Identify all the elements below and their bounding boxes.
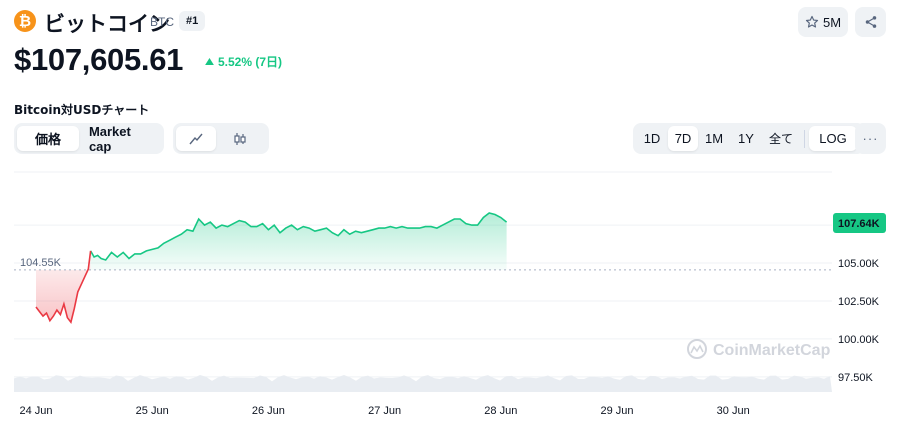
volume-area: [14, 375, 832, 392]
watchlist-button[interactable]: 5M: [798, 7, 848, 37]
x-tick-label: 28 Jun: [484, 405, 517, 417]
chart-type-tabs: 価格 Market cap: [14, 123, 164, 154]
price-change: 5.52% (7日): [205, 53, 282, 70]
price-area-down: [36, 250, 91, 323]
star-icon: [805, 15, 819, 28]
tab-7d[interactable]: 7D: [668, 126, 698, 151]
line-chart-icon: [189, 133, 203, 144]
tab-all[interactable]: 全て: [768, 132, 793, 146]
time-range-tabs: 1D 7D 1M 1Y 全て LOG: [633, 123, 865, 154]
coin-symbol: BTC: [150, 15, 174, 29]
more-options-button[interactable]: ···: [855, 123, 886, 154]
y-tick-label: 100.00K: [838, 334, 880, 346]
y-tick-label: 105.00K: [838, 258, 880, 270]
tab-market-cap[interactable]: Market cap: [88, 123, 131, 154]
tab-log[interactable]: LOG: [809, 126, 857, 151]
bitcoin-logo-icon: ₿: [14, 10, 36, 32]
candlestick-icon: [234, 132, 246, 145]
watchlist-count: 5M: [822, 14, 842, 30]
price-change-value: 5.52% (7日): [218, 55, 283, 69]
current-price-label: 107.64K: [838, 218, 880, 230]
watermark-text: CoinMarketCap: [713, 342, 831, 359]
price-chart[interactable]: 97.50K 100.00K 102.50K 105.00K 107.64K 104.55…: [0, 160, 900, 426]
tab-divider: [804, 129, 805, 148]
x-tick-label: 24 Jun: [19, 405, 52, 417]
chart-style-tabs: [173, 123, 269, 154]
tab-price[interactable]: 価格: [17, 126, 79, 151]
chart-title: Bitcoin対USDチャート: [14, 103, 150, 117]
tab-1m[interactable]: 1M: [704, 131, 724, 146]
coinmarketcap-watermark: CoinMarketCap: [687, 339, 831, 359]
price-area-up: [90, 213, 507, 270]
share-button[interactable]: [855, 7, 886, 37]
current-price-badge: [833, 212, 886, 233]
baseline-label: 104.55K: [20, 257, 62, 269]
share-icon: [865, 16, 876, 28]
coin-name: ビットコイン: [44, 12, 170, 36]
volume-band: [14, 375, 832, 392]
tab-1y[interactable]: 1Y: [738, 131, 754, 146]
tab-candlestick[interactable]: [220, 126, 260, 151]
y-tick-label: 102.50K: [838, 296, 880, 308]
chart-gridlines: [14, 171, 832, 378]
x-tick-label: 27 Jun: [368, 405, 401, 417]
y-tick-label: 97.50K: [838, 372, 874, 384]
price-line-down: [35, 250, 92, 324]
x-tick-label: 30 Jun: [717, 405, 750, 417]
price: $107,605.61: [14, 42, 184, 77]
x-tick-label: 29 Jun: [600, 405, 633, 417]
x-tick-label: 25 Jun: [136, 405, 169, 417]
x-tick-label: 26 Jun: [252, 405, 285, 417]
caret-up-icon: [205, 58, 214, 65]
tab-line-chart[interactable]: [176, 126, 216, 151]
tab-1d[interactable]: 1D: [643, 131, 661, 146]
price-line-up: [89, 212, 508, 261]
rank-badge: #1: [179, 11, 206, 31]
